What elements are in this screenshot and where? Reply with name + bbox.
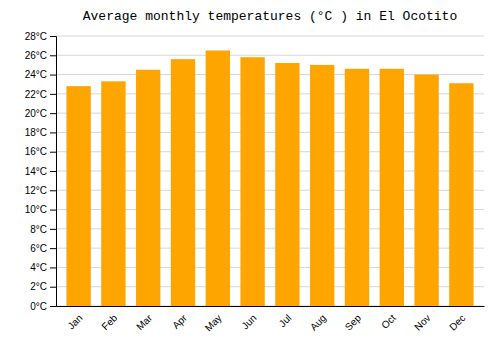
bars (66, 50, 473, 306)
tick-label: 20°C (25, 108, 47, 119)
bar (414, 75, 438, 306)
y-tick: 4°C (30, 262, 56, 273)
tick-label: Nov (412, 312, 432, 332)
bar (380, 69, 404, 306)
tick-mark (50, 190, 56, 191)
grid-line (56, 55, 484, 56)
bar (345, 69, 369, 306)
tick-label: 8°C (30, 224, 47, 235)
x-tick: May (203, 312, 224, 333)
tick-label: 28°C (25, 31, 47, 42)
y-tick: 10°C (25, 204, 56, 215)
bar (275, 63, 299, 306)
axis-domain (50, 37, 57, 307)
tick-label: 4°C (30, 262, 47, 273)
y-tick: 24°C (25, 69, 56, 80)
tick-label: 26°C (25, 50, 47, 61)
bar (206, 50, 230, 306)
x-tick: Oct (379, 312, 398, 331)
tick-mark (50, 36, 56, 37)
bar (171, 59, 195, 306)
tick-label: 12°C (25, 185, 47, 196)
tick-mark (50, 113, 56, 114)
tick-label: May (203, 312, 224, 333)
tick-mark (50, 55, 56, 56)
plot-area: 0°C 2°C 4°C 6°C 8°C 10°C 12°C 14°C 16°C 18°C 20°C 2… (25, 31, 485, 334)
title: Average monthly temperatures (°C ) in El… (83, 9, 457, 24)
tick-label: Jan (65, 312, 84, 331)
tick-label: 16°C (25, 146, 47, 157)
grid (56, 36, 484, 306)
bar (310, 65, 334, 306)
y-tick: 14°C (25, 166, 56, 177)
y-tick: 28°C (25, 31, 56, 42)
tick-mark (50, 248, 56, 249)
tick-mark (50, 75, 56, 76)
x-axis: Jan Feb Mar Apr May Jun Jul Aug Sep Oct Nov Dec (57, 307, 485, 334)
tick-label: Apr (170, 312, 189, 331)
tick-mark (50, 267, 56, 268)
y-tick: 8°C (30, 224, 56, 235)
bar (101, 81, 125, 306)
y-tick: 6°C (30, 243, 56, 254)
tick-label: Jun (239, 312, 258, 331)
tick-label: 2°C (30, 281, 47, 292)
tick-label: 18°C (25, 127, 47, 138)
x-tick: Jul (277, 312, 294, 329)
tick-label: Mar (134, 312, 154, 332)
tick-label: Oct (379, 312, 398, 331)
x-tick: Nov (412, 312, 432, 332)
tick-label: Dec (447, 312, 467, 332)
axis-domain (57, 306, 485, 307)
x-tick: Mar (134, 312, 154, 332)
tick-label: 6°C (30, 243, 47, 254)
y-axis: 0°C 2°C 4°C 6°C 8°C 10°C 12°C 14°C 16°C 18°C 20°C 2… (25, 31, 57, 312)
tick-label: Sep (343, 312, 364, 333)
tick-mark (50, 152, 56, 153)
y-tick: 16°C (25, 146, 56, 157)
tick-mark (50, 94, 56, 95)
y-tick: 18°C (25, 127, 56, 138)
x-tick: Aug (308, 312, 328, 332)
tick-mark (50, 287, 56, 288)
tick-mark (50, 210, 56, 211)
x-tick: Dec (447, 312, 467, 332)
tick-mark (50, 229, 56, 230)
grid-line (56, 36, 484, 37)
x-tick: Apr (170, 312, 189, 331)
tick-label: 10°C (25, 204, 47, 215)
tick-label: Jul (277, 312, 294, 329)
tick-mark (50, 171, 56, 172)
tick-label: Aug (308, 312, 328, 332)
tick-mark (50, 306, 56, 307)
tick-label: 24°C (25, 69, 47, 80)
chart: 0°C 2°C 4°C 6°C 8°C 10°C 12°C 14°C 16°C 18°C 20°C 2… (0, 0, 500, 350)
x-tick: Sep (343, 312, 364, 333)
y-tick: 26°C (25, 50, 56, 61)
y-tick: 20°C (25, 108, 56, 119)
bar (449, 83, 473, 306)
bar (136, 70, 160, 306)
x-tick: Jun (239, 312, 258, 331)
bar (240, 57, 264, 306)
y-tick: 2°C (30, 281, 56, 292)
tick-label: 14°C (25, 166, 47, 177)
tick-label: 0°C (30, 301, 47, 312)
y-tick: 12°C (25, 185, 56, 196)
tick-mark (50, 132, 56, 133)
tick-label: 22°C (25, 89, 47, 100)
tick-label: Feb (99, 312, 119, 332)
bar (66, 86, 90, 306)
y-tick: 22°C (25, 89, 56, 100)
x-tick: Jan (65, 312, 84, 331)
y-tick: 0°C (30, 301, 56, 312)
x-tick: Feb (99, 312, 119, 332)
